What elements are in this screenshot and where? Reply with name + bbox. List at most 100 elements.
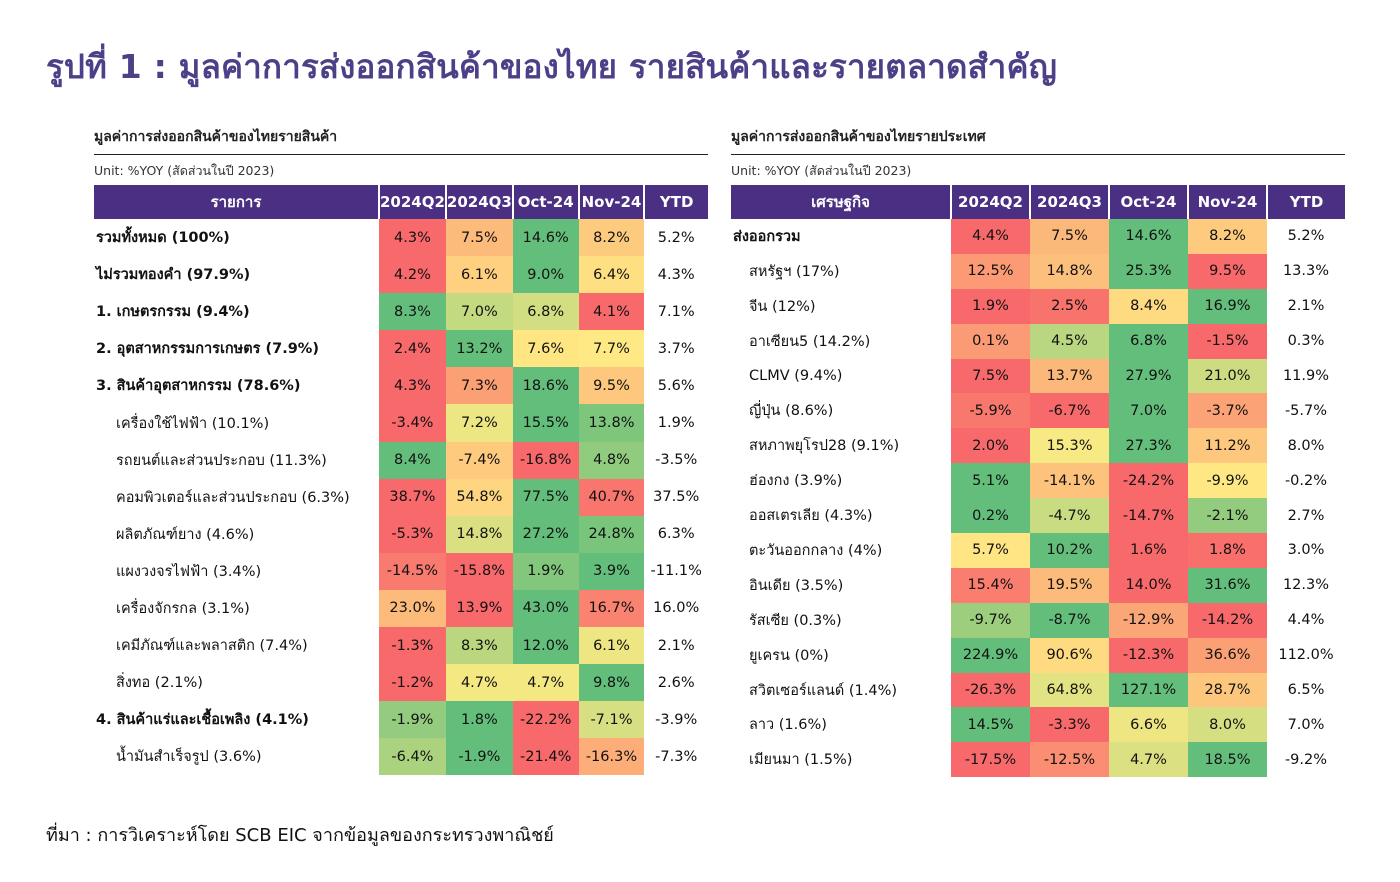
heat-cell: -9.7%	[951, 602, 1030, 638]
heat-cell: 13.2%	[445, 330, 513, 368]
column-header: 2024Q2	[951, 185, 1031, 219]
row-label: สหรัฐฯ (17%)	[749, 263, 840, 280]
ytd-cell: 0.3%	[1267, 323, 1345, 359]
heat-cell: 19.5%	[1030, 567, 1109, 603]
column-header: Oct-24	[1109, 185, 1189, 219]
ytd-cell: 11.9%	[1267, 358, 1345, 394]
row-label: ฮ่องกง (3.9%)	[749, 473, 843, 490]
heat-cell: -1.9%	[445, 738, 513, 776]
country-heat-table: เศรษฐกิจ 2024Q2 2024Q3 Oct-24 Nov-24 YTD…	[731, 185, 1345, 778]
heat-cell: 4.2%	[378, 256, 446, 294]
heat-cell: 16.7%	[578, 589, 645, 628]
row-label: ผลิตภัณฑ์ยาง (4.6%)	[116, 526, 255, 543]
table-row: สวิตเซอร์แลนด์ (1.4%) -26.3% 64.8% 127.1% 28…	[731, 672, 1345, 708]
ytd-cell: 2.1%	[644, 627, 708, 665]
table-row: อินเดีย (3.5%) 15.4% 19.5% 14.0% 31.6% 12.3%	[731, 567, 1345, 603]
table-row: รถยนต์และส่วนประกอบ (11.3%) 8.4% -7.4% -16.…	[94, 441, 708, 479]
heat-cell: 15.4%	[951, 567, 1030, 603]
row-label: ยูเครน (0%)	[749, 647, 829, 664]
heat-cell: -14.5%	[378, 552, 446, 590]
heat-cell: -12.3%	[1109, 637, 1188, 673]
heat-cell: 8.2%	[1188, 219, 1267, 254]
table-row: ฮ่องกง (3.9%) 5.1% -14.1% -24.2% -9.9% -0.2%	[731, 463, 1345, 499]
heat-cell: 36.6%	[1188, 637, 1267, 673]
ytd-cell: 8.0%	[1267, 428, 1345, 464]
table-row: ลาว (1.6%) 14.5% -3.3% 6.6% 8.0% 7.0%	[731, 707, 1345, 743]
heat-cell: 0.2%	[951, 498, 1030, 534]
row-label: เครื่องใช้ไฟฟ้า (10.1%)	[116, 415, 270, 432]
heat-cell: 127.1%	[1109, 672, 1188, 708]
heat-cell: 14.8%	[445, 515, 513, 553]
row-label: ตะวันออกกลาง (4%)	[749, 542, 883, 559]
table-row: น้ำมันสำเร็จรูป (3.6%) -6.4% -1.9% -21.4% -1…	[94, 738, 708, 776]
heat-cell: 7.5%	[1030, 219, 1109, 254]
ytd-cell: 4.3%	[644, 256, 708, 294]
heat-cell: -14.2%	[1188, 602, 1267, 638]
heat-cell: 1.8%	[445, 701, 513, 739]
ytd-cell: 7.0%	[1267, 707, 1345, 743]
row-label: แผงวงจรไฟฟ้า (3.4%)	[116, 563, 262, 580]
country-table-title: มูลค่าการส่งออกสินค้าของไทยรายประเทศ	[731, 126, 1345, 155]
heat-cell: 13.7%	[1030, 358, 1109, 394]
heat-cell: 15.5%	[512, 404, 579, 442]
page-title: รูปที่ 1 : มูลค่าการส่งออกสินค้าของไทย ร…	[46, 47, 1058, 86]
heat-cell: 8.4%	[1109, 288, 1188, 324]
table-row: คอมพิวเตอร์และส่วนประกอบ (6.3%) 38.7% 54.8…	[94, 478, 708, 516]
ytd-cell: 112.0%	[1267, 637, 1345, 673]
column-header: 2024Q3	[1030, 185, 1110, 219]
row-label: 3. สินค้าอุตสาหกรรม (78.6%)	[96, 378, 301, 395]
heat-cell: -2.1%	[1188, 498, 1267, 534]
heat-cell: 27.2%	[512, 515, 579, 553]
heat-cell: 12.0%	[512, 627, 579, 665]
table-row: เครื่องใช้ไฟฟ้า (10.1%) -3.4% 7.2% 15.5% 13.…	[94, 404, 708, 442]
table-row: ส่งออกรวม 4.4% 7.5% 14.6% 8.2% 5.2%	[731, 219, 1345, 254]
row-label: 4. สินค้าแร่และเชื้อเพลิง (4.1%)	[96, 712, 309, 729]
heat-cell: -21.4%	[512, 738, 579, 776]
heat-cell: 14.5%	[951, 707, 1030, 743]
heat-cell: 18.6%	[512, 367, 579, 405]
heat-cell: 7.2%	[445, 404, 513, 442]
heat-cell: 3.9%	[578, 552, 645, 590]
table-row: สิ่งทอ (2.1%) -1.2% 4.7% 4.7% 9.8% 2.6%	[94, 664, 708, 702]
ytd-cell: 13.3%	[1267, 253, 1345, 289]
ytd-cell: 12.3%	[1267, 567, 1345, 603]
heat-cell: 18.5%	[1188, 742, 1267, 778]
heat-cell: 14.8%	[1030, 253, 1109, 289]
heat-cell: 12.5%	[951, 253, 1030, 289]
table-row: ยูเครน (0%) 224.9% 90.6% -12.3% 36.6% 112.0%	[731, 637, 1345, 673]
row-label: ส่งออกรวม	[733, 228, 801, 245]
heat-cell: 4.7%	[512, 664, 579, 702]
heat-cell: 7.0%	[445, 293, 513, 331]
ytd-cell: 5.2%	[644, 219, 708, 257]
table-row: รวมทั้งหมด (100%) 4.3% 7.5% 14.6% 8.2% 5.2%	[94, 219, 708, 257]
heat-cell: 77.5%	[512, 478, 579, 516]
heat-cell: 4.4%	[951, 219, 1030, 254]
heat-cell: -12.5%	[1030, 742, 1109, 778]
label-column-header: เศรษฐกิจ	[731, 185, 952, 219]
heat-cell: -22.2%	[512, 701, 579, 739]
heat-cell: 10.2%	[1030, 533, 1109, 568]
ytd-cell: 2.1%	[1267, 288, 1345, 324]
table-row: ผลิตภัณฑ์ยาง (4.6%) -5.3% 14.8% 27.2% 24.8% 6…	[94, 515, 708, 553]
heat-cell: 54.8%	[445, 478, 513, 516]
table-row: แผงวงจรไฟฟ้า (3.4%) -14.5% -15.8% 1.9% 3.9% -…	[94, 552, 708, 590]
row-label: CLMV (9.4%)	[749, 368, 843, 384]
heat-cell: 9.8%	[578, 664, 645, 702]
table-row: สหรัฐฯ (17%) 12.5% 14.8% 25.3% 9.5% 13.3%	[731, 253, 1345, 289]
row-label: 1. เกษตรกรรม (9.4%)	[96, 304, 250, 321]
heat-cell: -16.8%	[512, 441, 579, 479]
heat-cell: 2.4%	[378, 330, 446, 368]
heat-cell: 7.5%	[951, 358, 1030, 394]
row-label: จีน (12%)	[749, 298, 816, 315]
heat-cell: -16.3%	[578, 738, 645, 776]
product-panel: มูลค่าการส่งออกสินค้าของไทยรายสินค้า Uni…	[94, 126, 708, 776]
heat-cell: -3.3%	[1030, 707, 1109, 743]
heat-cell: 4.7%	[445, 664, 513, 702]
heat-cell: -26.3%	[951, 672, 1030, 708]
row-label: ลาว (1.6%)	[749, 717, 827, 734]
heat-cell: 21.0%	[1188, 358, 1267, 394]
heat-cell: 7.5%	[445, 219, 513, 257]
heat-cell: -1.3%	[378, 627, 446, 665]
row-label: น้ำมันสำเร็จรูป (3.6%)	[116, 749, 262, 766]
heat-cell: 14.0%	[1109, 567, 1188, 603]
